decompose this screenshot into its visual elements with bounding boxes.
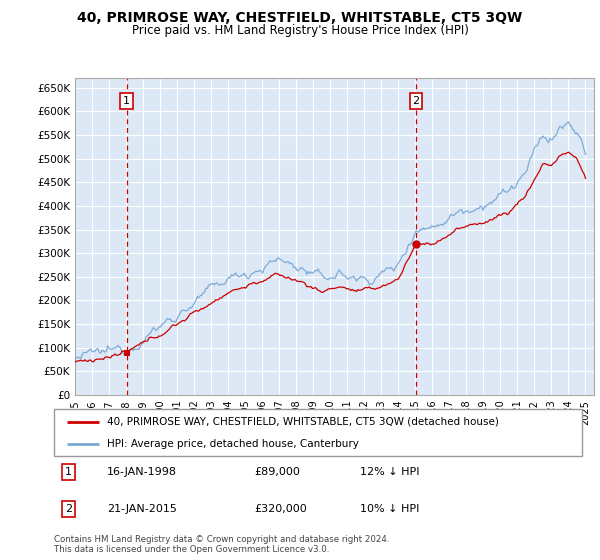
- Text: 2: 2: [412, 96, 419, 106]
- Text: 2: 2: [65, 504, 73, 514]
- Text: 40, PRIMROSE WAY, CHESTFIELD, WHITSTABLE, CT5 3QW: 40, PRIMROSE WAY, CHESTFIELD, WHITSTABLE…: [77, 11, 523, 25]
- Text: 1: 1: [123, 96, 130, 106]
- FancyBboxPatch shape: [54, 409, 582, 456]
- Text: 10% ↓ HPI: 10% ↓ HPI: [360, 504, 419, 514]
- Text: 21-JAN-2015: 21-JAN-2015: [107, 504, 176, 514]
- Text: 16-JAN-1998: 16-JAN-1998: [107, 467, 177, 477]
- Text: 40, PRIMROSE WAY, CHESTFIELD, WHITSTABLE, CT5 3QW (detached house): 40, PRIMROSE WAY, CHESTFIELD, WHITSTABLE…: [107, 417, 499, 427]
- Text: £320,000: £320,000: [254, 504, 307, 514]
- Text: 1: 1: [65, 467, 72, 477]
- Text: HPI: Average price, detached house, Canterbury: HPI: Average price, detached house, Cant…: [107, 438, 359, 449]
- Text: Price paid vs. HM Land Registry's House Price Index (HPI): Price paid vs. HM Land Registry's House …: [131, 24, 469, 37]
- Text: Contains HM Land Registry data © Crown copyright and database right 2024.
This d: Contains HM Land Registry data © Crown c…: [54, 535, 389, 554]
- Text: 12% ↓ HPI: 12% ↓ HPI: [360, 467, 420, 477]
- Text: £89,000: £89,000: [254, 467, 301, 477]
